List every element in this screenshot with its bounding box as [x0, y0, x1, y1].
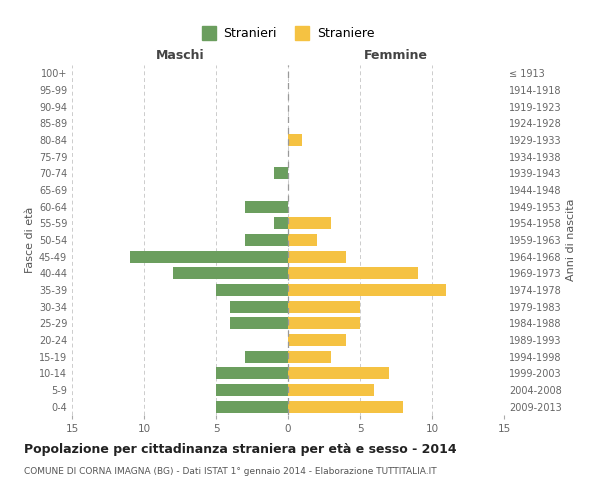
Bar	[288, 250, 346, 262]
Bar	[274, 168, 288, 179]
Bar	[288, 334, 346, 346]
Bar	[245, 234, 288, 246]
Bar	[274, 218, 288, 230]
Bar	[216, 384, 288, 396]
Text: COMUNE DI CORNA IMAGNA (BG) - Dati ISTAT 1° gennaio 2014 - Elaborazione TUTTITAL: COMUNE DI CORNA IMAGNA (BG) - Dati ISTAT…	[24, 468, 437, 476]
Bar	[216, 284, 288, 296]
Bar	[288, 350, 331, 362]
Bar	[216, 368, 288, 380]
Bar	[288, 300, 360, 312]
Bar	[245, 200, 288, 212]
Bar	[288, 284, 446, 296]
Bar	[288, 218, 331, 230]
Bar	[245, 350, 288, 362]
Text: Femmine: Femmine	[364, 48, 428, 62]
Bar	[288, 268, 418, 280]
Bar	[173, 268, 288, 280]
Bar	[288, 384, 374, 396]
Bar	[288, 318, 360, 330]
Bar	[288, 368, 389, 380]
Bar	[230, 300, 288, 312]
Text: Popolazione per cittadinanza straniera per età e sesso - 2014: Popolazione per cittadinanza straniera p…	[24, 442, 457, 456]
Bar	[288, 134, 302, 146]
Bar	[130, 250, 288, 262]
Bar	[230, 318, 288, 330]
Bar	[216, 400, 288, 412]
Bar	[288, 400, 403, 412]
Y-axis label: Anni di nascita: Anni di nascita	[566, 198, 576, 281]
Legend: Stranieri, Straniere: Stranieri, Straniere	[197, 22, 379, 45]
Bar	[288, 234, 317, 246]
Text: Maschi: Maschi	[155, 48, 205, 62]
Y-axis label: Fasce di età: Fasce di età	[25, 207, 35, 273]
